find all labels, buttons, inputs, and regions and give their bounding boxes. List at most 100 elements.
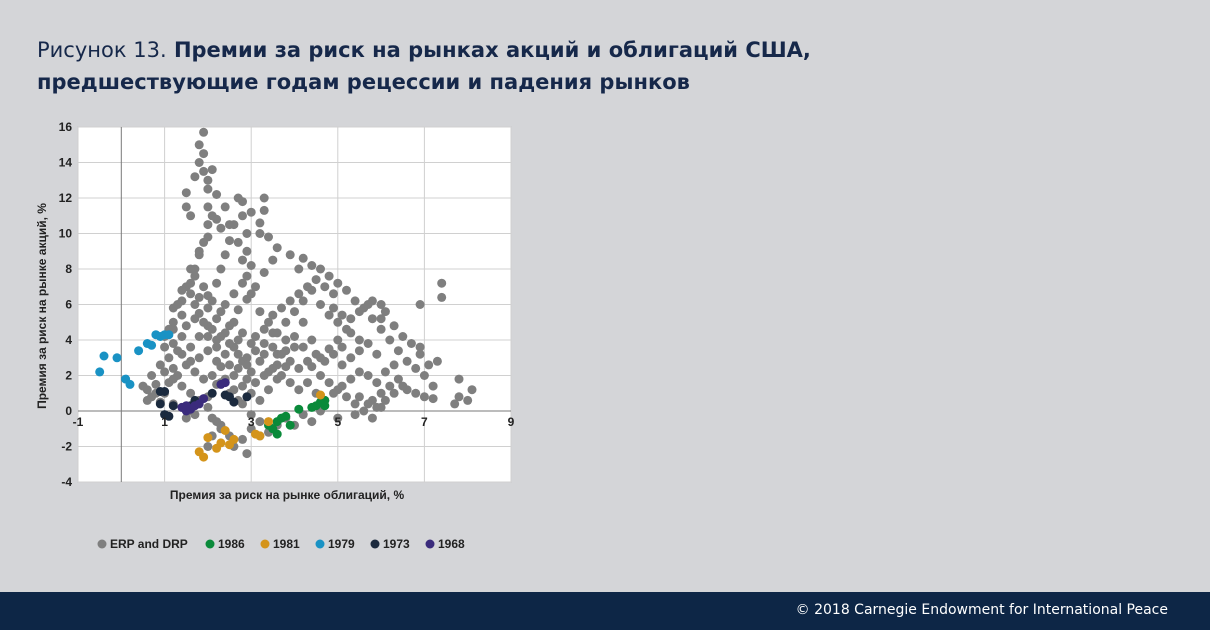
data-point-1973 <box>160 387 170 396</box>
data-point-erp-and-drp <box>354 307 364 317</box>
data-point-erp-and-drp <box>393 346 403 356</box>
data-point-erp-and-drp <box>212 278 222 288</box>
data-point-erp-and-drp <box>251 378 260 388</box>
data-point-erp-and-drp <box>255 395 265 405</box>
data-point-erp-and-drp <box>324 310 334 320</box>
x-axis-label: Премия за риск на рынке облигаций, % <box>170 488 405 502</box>
data-point-erp-and-drp <box>333 335 343 345</box>
data-point-1973 <box>164 411 174 421</box>
data-point-erp-and-drp <box>337 310 347 320</box>
data-point-erp-and-drp <box>272 243 282 253</box>
data-point-erp-and-drp <box>199 149 209 159</box>
data-point-erp-and-drp <box>393 374 403 384</box>
x-tick-label: 7 <box>421 415 428 429</box>
data-point-erp-and-drp <box>298 342 308 352</box>
data-point-erp-and-drp <box>380 367 390 377</box>
data-point-erp-and-drp <box>437 278 447 288</box>
y-tick-label: 6 <box>65 298 72 312</box>
data-point-erp-and-drp <box>342 392 351 402</box>
data-point-erp-and-drp <box>311 275 321 285</box>
data-point-erp-and-drp <box>203 346 213 356</box>
data-point-erp-and-drp <box>190 172 200 182</box>
y-tick-label: 16 <box>59 120 73 134</box>
data-point-erp-and-drp <box>225 339 234 348</box>
legend-label: 1981 <box>273 537 300 551</box>
data-point-erp-and-drp <box>186 211 196 221</box>
data-point-erp-and-drp <box>212 356 222 366</box>
x-tick-label: 1 <box>161 415 168 429</box>
data-point-erp-and-drp <box>177 285 187 295</box>
data-point-erp-and-drp <box>225 360 234 370</box>
legend-marker <box>315 539 325 549</box>
chart-container: -1 1 3 5 7 9 -4 -2 0 2 4 6 8 10 12 14 16 Премия за риск … <box>30 112 570 572</box>
data-point-erp-and-drp <box>238 434 247 444</box>
data-point-erp-and-drp <box>164 353 174 363</box>
data-point-erp-and-drp <box>233 335 243 345</box>
data-point-erp-and-drp <box>181 413 191 423</box>
data-point-erp-and-drp <box>203 184 213 194</box>
data-point-erp-and-drp <box>207 211 217 221</box>
legend-marker <box>425 539 435 549</box>
data-point-erp-and-drp <box>203 332 213 341</box>
figure-title: Рисунок 13. Премии за риск на рынках акц… <box>37 34 937 98</box>
legend-label: 1986 <box>218 537 245 551</box>
data-point-erp-and-drp <box>264 232 273 242</box>
data-point-erp-and-drp <box>285 378 295 388</box>
data-points <box>95 127 477 462</box>
data-point-erp-and-drp <box>242 271 252 281</box>
background-panel: Рисунок 13. Премии за риск на рынках акц… <box>0 0 1210 592</box>
data-point-1981 <box>203 433 213 443</box>
data-point-erp-and-drp <box>307 261 317 270</box>
data-point-erp-and-drp <box>259 339 269 348</box>
data-point-erp-and-drp <box>229 371 239 380</box>
data-point-erp-and-drp <box>463 395 473 405</box>
data-point-erp-and-drp <box>290 342 299 352</box>
data-point-erp-and-drp <box>203 175 213 185</box>
data-point-erp-and-drp <box>281 335 291 345</box>
data-point-erp-and-drp <box>246 410 256 420</box>
data-point-erp-and-drp <box>233 305 243 315</box>
x-tick-label: 5 <box>334 415 341 429</box>
data-point-erp-and-drp <box>406 339 416 348</box>
data-point-erp-and-drp <box>259 349 269 359</box>
data-point-erp-and-drp <box>380 307 390 317</box>
data-point-erp-and-drp <box>194 353 204 363</box>
data-point-erp-and-drp <box>194 292 204 302</box>
data-point-1979 <box>147 340 157 350</box>
data-point-erp-and-drp <box>285 250 295 260</box>
data-point-erp-and-drp <box>233 193 243 203</box>
data-point-erp-and-drp <box>229 220 239 230</box>
figure-number: Рисунок 13. <box>37 38 167 62</box>
data-point-erp-and-drp <box>389 321 399 331</box>
data-point-erp-and-drp <box>264 385 273 395</box>
data-point-erp-and-drp <box>173 300 183 309</box>
data-point-erp-and-drp <box>168 363 178 373</box>
legend-item: 1968 <box>425 537 465 551</box>
data-point-erp-and-drp <box>294 289 304 299</box>
data-point-erp-and-drp <box>160 342 170 352</box>
data-point-erp-and-drp <box>199 282 209 292</box>
data-point-erp-and-drp <box>225 236 234 246</box>
data-point-erp-and-drp <box>199 374 209 384</box>
data-point-erp-and-drp <box>177 310 187 320</box>
data-point-erp-and-drp <box>142 395 152 405</box>
data-point-erp-and-drp <box>346 314 356 324</box>
data-point-erp-and-drp <box>298 317 308 327</box>
data-point-1981 <box>216 438 226 448</box>
data-point-erp-and-drp <box>316 264 325 274</box>
data-point-1979 <box>134 346 144 356</box>
y-tick-label: -2 <box>61 440 72 454</box>
data-point-erp-and-drp <box>212 342 222 352</box>
data-point-erp-and-drp <box>259 268 269 277</box>
data-point-1979 <box>95 367 105 377</box>
data-point-erp-and-drp <box>177 381 187 391</box>
data-point-erp-and-drp <box>242 353 252 363</box>
data-point-erp-and-drp <box>233 363 243 373</box>
data-point-erp-and-drp <box>160 367 170 377</box>
data-point-1979 <box>112 353 122 363</box>
data-point-erp-and-drp <box>181 321 191 331</box>
data-point-erp-and-drp <box>155 360 165 370</box>
data-point-erp-and-drp <box>337 381 347 391</box>
data-point-erp-and-drp <box>372 378 382 388</box>
data-point-erp-and-drp <box>398 332 408 341</box>
